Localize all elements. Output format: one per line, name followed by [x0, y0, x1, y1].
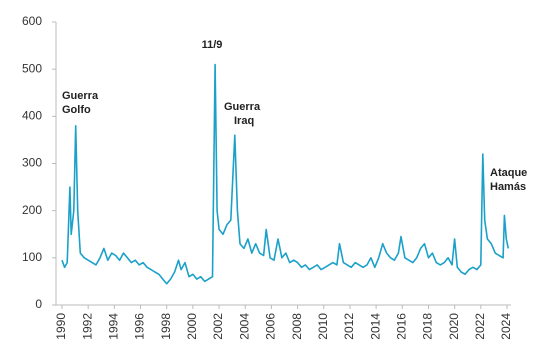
x-tick-label: 2020 — [447, 313, 461, 340]
y-tick-label: 300 — [22, 156, 42, 170]
x-tick-label: 2014 — [368, 313, 382, 340]
x-tick-label: 2004 — [237, 313, 251, 340]
annotation: 11/9 — [202, 39, 223, 51]
x-tick-label: 1990 — [54, 313, 68, 340]
x-tick-label: 1998 — [159, 313, 173, 340]
y-tick-label: 400 — [22, 109, 42, 123]
x-tick-label: 1992 — [80, 313, 94, 340]
x-tick-label: 2006 — [264, 313, 278, 340]
x-tick-label: 2000 — [185, 313, 199, 340]
x-tick-label: 2010 — [316, 313, 330, 340]
y-tick-label: 600 — [22, 14, 42, 28]
x-tick-label: 2002 — [211, 313, 225, 340]
x-tick-label: 1996 — [133, 313, 147, 340]
x-tick-label: 2008 — [290, 313, 304, 340]
x-tick-label: 2016 — [394, 313, 408, 340]
x-tick-label: 2012 — [342, 313, 356, 340]
annotation: Golfo — [62, 104, 91, 116]
annotation: Guerra — [224, 101, 261, 113]
annotation: Guerra — [62, 90, 99, 102]
x-tick-label: 2018 — [421, 313, 435, 340]
y-tick-label: 500 — [22, 61, 42, 75]
y-tick-label: 0 — [35, 297, 42, 311]
y-tick-label: 200 — [22, 203, 42, 217]
line-series — [61, 63, 510, 285]
annotation: Ataque — [490, 167, 527, 179]
x-tick-label: 1994 — [107, 313, 121, 340]
y-tick-label: 100 — [22, 250, 42, 264]
annotation: Iraq — [234, 115, 254, 127]
annotation: Hamás — [490, 181, 526, 193]
x-tick-label: 2022 — [473, 313, 487, 340]
x-tick-label: 2024 — [499, 313, 513, 340]
